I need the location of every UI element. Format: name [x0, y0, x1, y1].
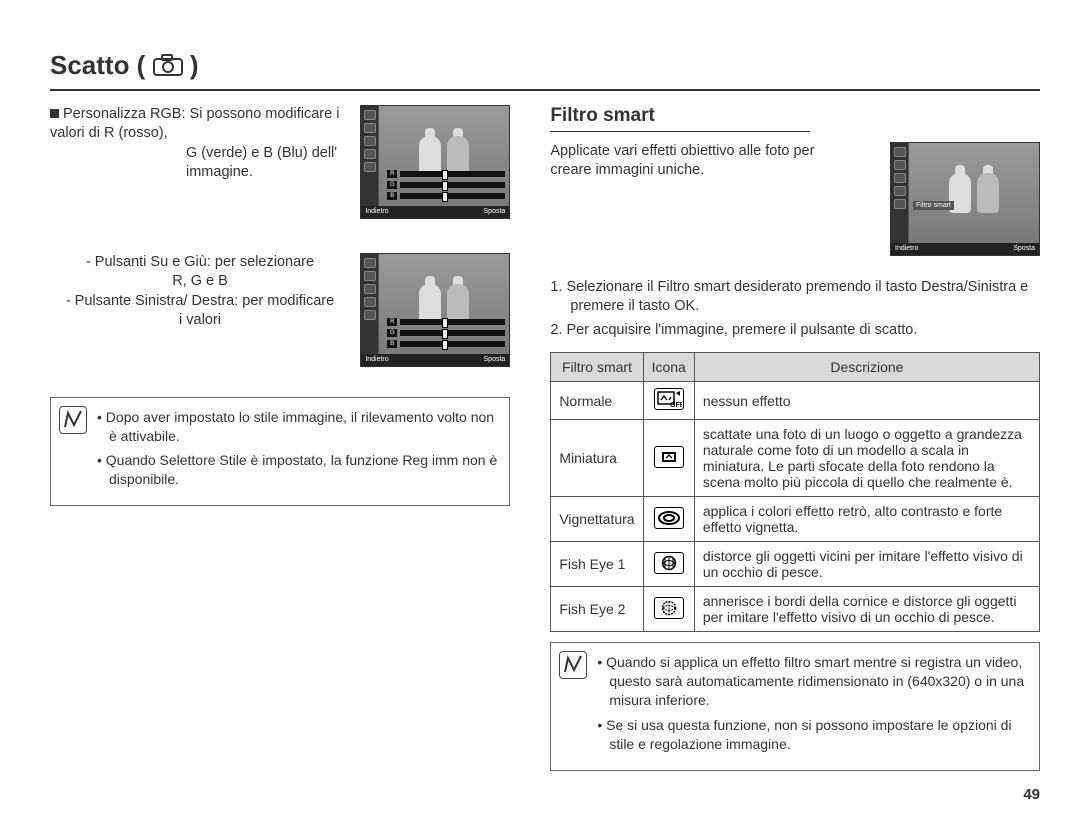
- filter-desc: distorce gli oggetti vicini per imitare …: [694, 542, 1039, 587]
- filter-icon-cell: [643, 587, 694, 632]
- filter-desc: nessun effetto: [694, 382, 1039, 420]
- title-suffix: ): [190, 50, 199, 80]
- right-column: Filtro smart Filtro smart IndietroSposta…: [550, 105, 1040, 771]
- off-icon: OFF: [654, 388, 684, 410]
- th-desc: Descrizione: [694, 353, 1039, 382]
- filter-name: Fish Eye 2: [551, 587, 643, 632]
- right-note-1: Quando si applica un effetto filtro smar…: [597, 653, 1027, 710]
- mini-icon: [654, 446, 684, 468]
- rgb-r-label: R: [387, 170, 397, 178]
- filter-intro: Applicate vari effetti obiettivo alle fo…: [550, 142, 850, 181]
- step-1: 1. Selezionare il Filtro smart desiderat…: [550, 278, 1040, 317]
- fish2-icon: [654, 597, 684, 619]
- left-note-2: Quando Selettore Stile è impostato, la f…: [97, 451, 497, 489]
- bullet-square-icon: [50, 109, 59, 118]
- fish1-icon: [654, 552, 684, 574]
- thumb-move-label: Sposta: [484, 208, 506, 215]
- controls-updown-b: R, G e B: [50, 272, 350, 292]
- thumb-filter-label: Filtro smart: [913, 201, 954, 210]
- table-row: Fish Eye 1 distorce gli oggetti vicini pe…: [551, 542, 1040, 587]
- filter-desc: scattate una foto di un luogo o oggetto …: [694, 420, 1039, 497]
- th-icon: Icona: [643, 353, 694, 382]
- table-row: Fish Eye 2 annerisce i bordi della cornic…: [551, 587, 1040, 632]
- filter-icon-cell: [643, 542, 694, 587]
- filter-name: Vignettatura: [551, 497, 643, 542]
- rgb-thumbnail-2: R G B IndietroSposta: [360, 253, 510, 367]
- filter-desc: annerisce i bordi della cornice e distor…: [694, 587, 1039, 632]
- camera-icon: [153, 52, 183, 83]
- rgb-thumbnail-1: R G B Indietro Sposta: [360, 105, 510, 219]
- filter-name: Miniatura: [551, 420, 643, 497]
- left-note-1: Dopo aver impostato lo stile immagine, i…: [97, 408, 497, 446]
- controls-updown: - Pulsanti Su e Giù: per selezionare: [50, 253, 350, 273]
- rgb-intro-text: Personalizza RGB: Si possono modificare …: [50, 106, 339, 142]
- thumb-back-label: Indietro: [365, 208, 388, 215]
- filter-thumbnail: Filtro smart IndietroSposta: [890, 142, 1040, 256]
- page-title: Scatto ( ): [50, 50, 1040, 91]
- controls-lr-b: i valori: [50, 311, 350, 331]
- right-note-2: Se si usa questa funzione, non si posson…: [597, 716, 1027, 754]
- filter-name: Fish Eye 1: [551, 542, 643, 587]
- left-note-box: Dopo aver impostato lo stile immagine, i…: [50, 397, 510, 507]
- th-filter: Filtro smart: [551, 353, 643, 382]
- vig-icon: [654, 507, 684, 529]
- filters-table: Filtro smart Icona Descrizione Normale OF…: [550, 352, 1040, 632]
- page-number: 49: [1023, 786, 1040, 803]
- controls-lr: - Pulsante Sinistra/ Destra: per modific…: [50, 292, 350, 312]
- filter-icon-cell: [643, 420, 694, 497]
- filter-name: Normale: [551, 382, 643, 420]
- table-row: Miniatura scattate una foto di un luogo o…: [551, 420, 1040, 497]
- section-title-filtro: Filtro smart: [550, 105, 810, 132]
- right-note-box: Quando si applica un effetto filtro smar…: [550, 642, 1040, 770]
- filter-desc: applica i colori effetto retrò, alto con…: [694, 497, 1039, 542]
- title-prefix: Scatto (: [50, 50, 145, 80]
- svg-text:OFF: OFF: [670, 402, 682, 408]
- table-row: Normale OFF nessun effetto: [551, 382, 1040, 420]
- rgb-b-label: B: [387, 192, 397, 200]
- filter-icon-cell: [643, 497, 694, 542]
- step-2: 2. Per acquisire l'immagine, premere il …: [550, 321, 1040, 341]
- left-column: R G B Indietro Sposta Personalizza RGB: S…: [50, 105, 510, 771]
- table-row: Vignettatura applica i colori effetto ret…: [551, 497, 1040, 542]
- filter-icon-cell: OFF: [643, 382, 694, 420]
- rgb-g-label: G: [387, 181, 397, 189]
- note-icon: [559, 651, 587, 679]
- note-icon: [59, 406, 87, 434]
